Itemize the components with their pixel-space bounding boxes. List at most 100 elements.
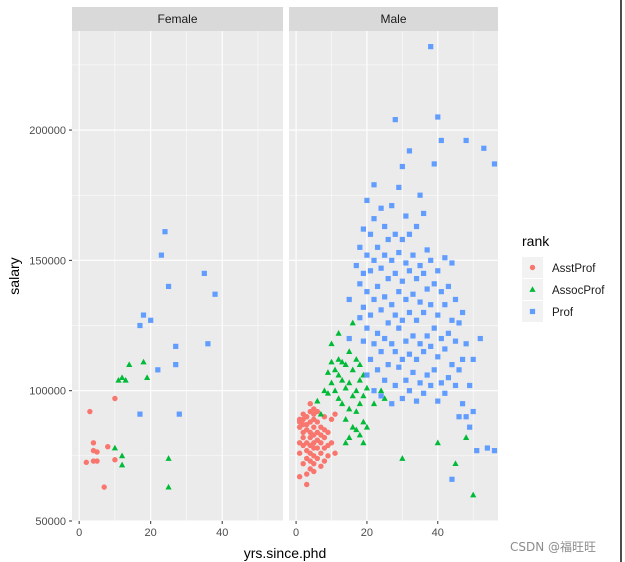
y-tick-label: 150000 [29, 255, 66, 267]
point-prof [417, 341, 423, 347]
point-prof [399, 317, 405, 323]
point-prof [406, 388, 413, 394]
point-asstprof [328, 416, 335, 423]
point-asstprof [105, 444, 111, 450]
point-prof [452, 338, 459, 344]
point-prof [463, 137, 469, 144]
point-prof [165, 283, 172, 290]
point-prof [364, 197, 370, 204]
x-tick-label: 40 [432, 527, 444, 539]
point-asstprof [304, 471, 310, 477]
point-prof [201, 270, 207, 276]
point-prof [442, 302, 448, 308]
point-asstprof [325, 453, 331, 459]
point-prof [421, 270, 427, 276]
point-assocprof [363, 423, 371, 430]
point-assocprof [339, 376, 346, 383]
point-prof [449, 476, 455, 482]
point-prof [392, 382, 398, 389]
point-prof [428, 257, 434, 263]
point-assocprof [165, 483, 172, 490]
point-prof [463, 341, 469, 347]
point-prof [357, 315, 363, 321]
facet-strip [289, 7, 498, 31]
legend-label: Prof [552, 307, 574, 319]
point-assocprof [339, 358, 346, 365]
point-asstprof [332, 411, 338, 417]
point-asstprof [314, 419, 321, 425]
point-prof [442, 390, 448, 396]
point-prof [438, 380, 444, 386]
point-assocprof [356, 361, 363, 368]
point-prof [382, 252, 388, 258]
point-assocprof [331, 366, 339, 373]
point-prof [431, 367, 437, 373]
point-prof [385, 236, 391, 243]
point-assocprof [463, 434, 470, 440]
point-assocprof [328, 358, 335, 365]
point-prof [176, 411, 182, 417]
point-prof [364, 252, 370, 258]
point-prof [360, 338, 366, 344]
point-prof [385, 320, 391, 326]
point-prof [424, 286, 430, 292]
point-prof [374, 244, 381, 250]
point-prof [140, 312, 147, 318]
legend-key-assocprof [529, 286, 536, 292]
point-assocprof [353, 387, 360, 394]
point-assocprof [335, 356, 342, 362]
point-assocprof [342, 416, 349, 422]
point-prof [403, 213, 409, 219]
point-prof [431, 281, 437, 287]
point-assocprof [314, 397, 321, 404]
point-asstprof [90, 440, 97, 446]
point-prof [385, 276, 391, 282]
point-asstprof [296, 450, 303, 456]
point-prof [428, 302, 434, 308]
point-prof [158, 252, 165, 258]
point-assocprof [434, 439, 441, 446]
point-prof [399, 278, 405, 284]
point-prof [403, 260, 409, 266]
point-prof [371, 182, 377, 188]
point-prof [137, 322, 143, 329]
point-assocprof [335, 371, 342, 378]
point-prof [470, 356, 476, 363]
point-assocprof [317, 410, 324, 417]
point-assocprof [353, 356, 360, 362]
point-assocprof [140, 358, 147, 365]
point-assocprof [331, 387, 339, 394]
x-tick-label: 20 [361, 527, 373, 539]
point-asstprof [318, 463, 324, 469]
window-edge [620, 0, 622, 562]
point-assocprof [342, 439, 349, 446]
point-assocprof [360, 418, 367, 425]
point-asstprof [87, 408, 93, 415]
point-prof [378, 265, 384, 271]
point-prof [389, 302, 395, 308]
y-axis-title: salary [6, 257, 22, 294]
point-prof [435, 268, 441, 274]
point-assocprof [111, 444, 119, 451]
point-assocprof [349, 319, 356, 326]
point-prof [382, 223, 388, 230]
point-prof [438, 289, 444, 295]
point-asstprof [112, 395, 118, 402]
point-prof [360, 270, 366, 276]
point-prof [449, 362, 455, 368]
point-prof [205, 341, 211, 347]
point-prof [445, 330, 452, 336]
point-prof [467, 382, 473, 389]
point-prof [389, 401, 395, 407]
point-assocprof [328, 379, 335, 386]
point-assocprof [321, 387, 328, 394]
point-prof [438, 137, 444, 144]
point-asstprof [318, 450, 324, 456]
point-prof [406, 351, 413, 357]
point-assocprof [144, 374, 151, 381]
point-assocprof [335, 330, 342, 336]
point-prof [442, 255, 448, 261]
point-prof [137, 411, 143, 417]
point-prof [399, 236, 405, 243]
point-prof [392, 117, 398, 123]
